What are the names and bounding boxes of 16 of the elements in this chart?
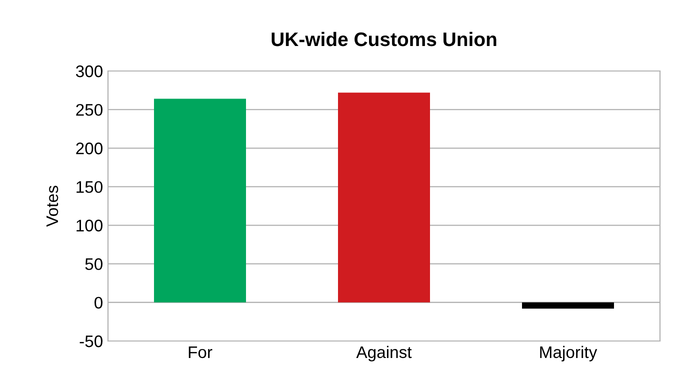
- y-tick-label: 250: [76, 104, 102, 116]
- x-tick-label: For: [188, 346, 212, 358]
- y-tick-label: 50: [85, 258, 102, 270]
- bar: [154, 98, 246, 302]
- y-tick-label: 150: [76, 181, 102, 193]
- y-tick-label: 300: [76, 65, 102, 78]
- y-axis-title: Votes: [46, 186, 58, 227]
- y-tick-label: -50: [80, 335, 102, 348]
- chart-title: UK-wide Customs Union: [272, 32, 496, 46]
- y-tick-label: 200: [76, 142, 102, 154]
- bar: [338, 92, 430, 302]
- y-tick-label: 0: [94, 296, 102, 309]
- y-tick-label: 100: [76, 220, 102, 232]
- x-tick-label: Majority: [540, 346, 598, 362]
- x-tick-label: Against: [356, 346, 412, 362]
- bar: [522, 302, 614, 309]
